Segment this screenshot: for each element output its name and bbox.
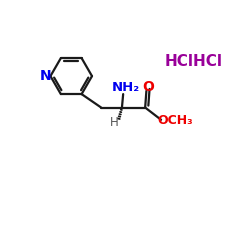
Text: HClHCl: HClHCl [164, 54, 222, 69]
Text: OCH₃: OCH₃ [158, 114, 193, 128]
Text: N: N [40, 69, 52, 83]
Text: H: H [110, 116, 118, 129]
Text: NH₂: NH₂ [112, 82, 140, 94]
Text: O: O [142, 80, 154, 94]
